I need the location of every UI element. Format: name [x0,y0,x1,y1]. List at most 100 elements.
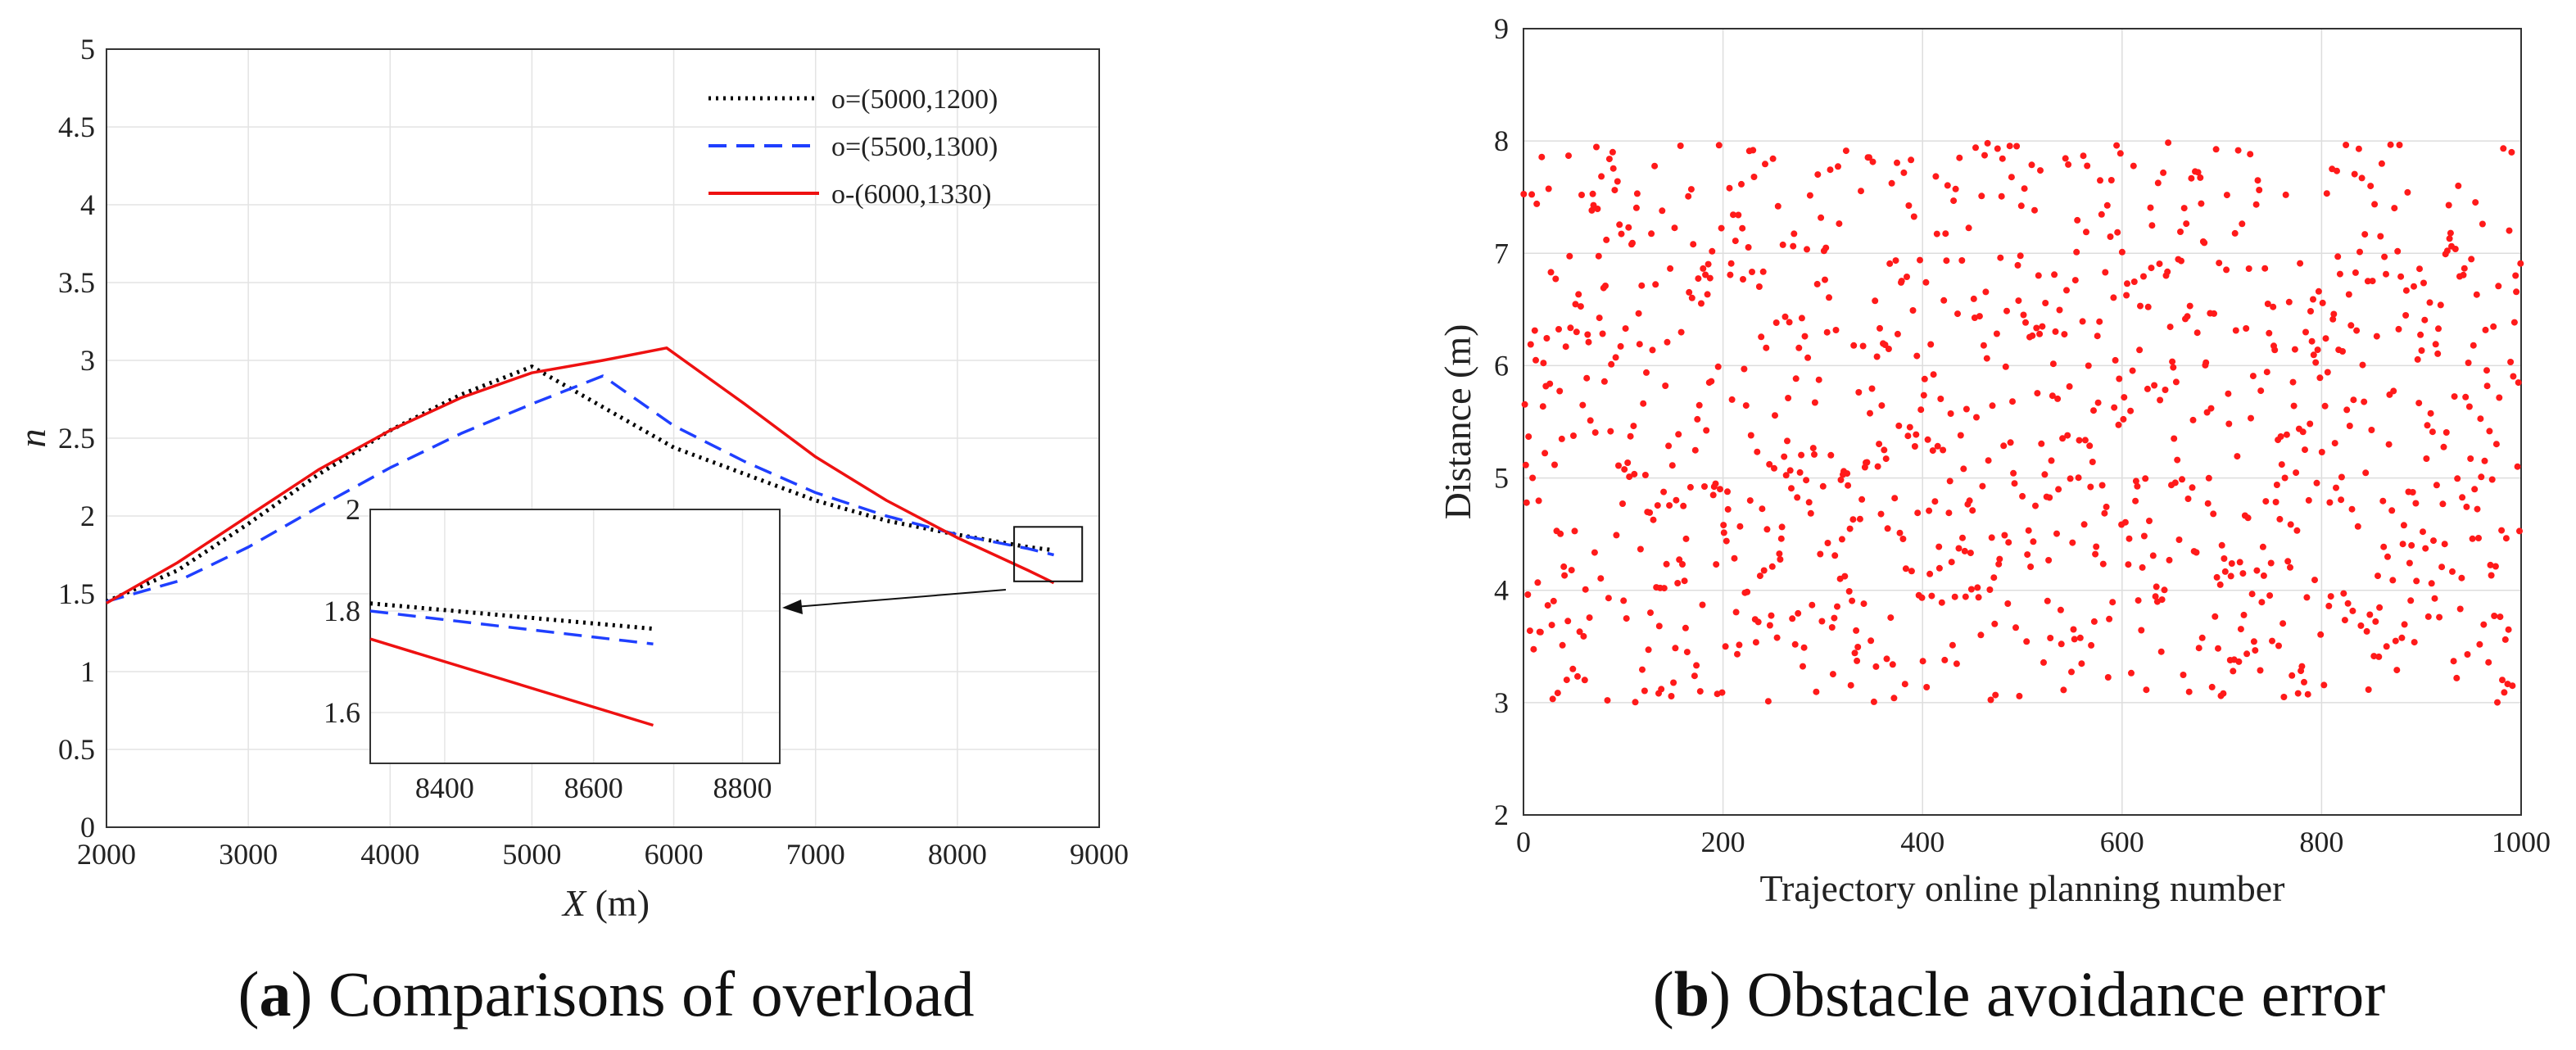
scatter-point [2040,659,2047,666]
scatter-point [1682,535,1690,542]
panel-a-x-axis-unit: (m) [586,882,650,924]
scatter-point [2048,457,2055,464]
scatter-point [2338,496,2345,504]
scatter-point [1926,507,1933,514]
scatter-point [2098,482,2106,489]
scatter-point [1638,282,1646,289]
scatter-point [1958,257,1966,264]
scatter-point [1670,679,1677,686]
scatter-point [2239,220,2246,228]
x-tick-label: 1000 [2492,826,2551,858]
scatter-point [2223,192,2230,199]
y-tick-label: 2.5 [58,422,95,455]
scatter-point [2336,270,2343,278]
x-tick-label: 200 [1701,826,1745,858]
scatter-point [2166,556,2173,563]
panel-b-distance-chart: 0 200 400 600 800 1000 2 3 4 5 6 7 8 9 Trajectory on… [1437,12,2551,909]
caption-b-open-paren: ( [1653,958,1674,1030]
y-tick-label: 7 [1494,237,1509,269]
scatter-point [2291,346,2298,353]
scatter-point [1786,467,1794,474]
scatter-point [2350,396,2357,404]
scatter-point [2303,594,2311,601]
scatter-point [1941,656,1949,663]
scatter-point [2157,396,2164,404]
scatter-point [1627,432,1634,440]
panel-b-y-axis-label: Distance (m) [1437,324,1478,520]
scatter-point [1776,550,1783,558]
scatter-point [2355,145,2362,152]
scatter-point [2428,580,2435,587]
scatter-point [1664,338,1671,346]
scatter-point [1618,230,1625,238]
scatter-point [2501,689,2508,696]
scatter-point [2127,407,2135,414]
scatter-point [2071,277,2079,284]
scatter-point [1735,211,1742,219]
scatter-point [1801,333,1809,340]
y-tick-label: 0 [80,811,95,844]
scatter-point [2358,174,2365,182]
scatter-point [2414,355,2421,363]
scatter-point [2057,606,2064,613]
scatter-point [1933,230,1940,238]
scatter-point [2087,483,2094,491]
scatter-point [2221,568,2229,575]
scatter-point [2472,199,2479,206]
y-tick-label: 4.5 [58,111,95,143]
scatter-point [1596,315,1603,322]
scatter-point [1736,523,1744,530]
scatter-point [1868,385,1876,392]
scatter-point [2111,404,2118,411]
scatter-point [2183,220,2190,228]
scatter-point [2223,266,2230,274]
scatter-point [2157,648,2165,655]
scatter-point [2510,319,2518,326]
scatter-point [2445,201,2452,209]
scatter-point [1649,346,1656,354]
scatter-point [2415,400,2423,407]
scatter-point [2402,312,2410,319]
caption-b-text: Obstacle avoidance error [1731,958,2385,1030]
scatter-point [1763,526,1771,533]
inset-series [369,601,654,727]
scatter-point [1913,352,1921,360]
scatter-point [1742,402,1750,410]
scatter-point [1940,446,1947,454]
y-tick-label: 6 [1494,349,1509,382]
scatter-point [1706,274,1714,282]
scatter-point [2381,253,2388,260]
scatter-point [2383,270,2389,278]
scatter-point [1781,453,1788,460]
scatter-point [1913,431,1920,438]
scatter-point [1595,252,1602,260]
scatter-point [1581,677,1588,684]
scatter-point [2059,435,2067,442]
scatter-point [1705,260,1712,268]
scatter-point [1577,303,1584,310]
scatter-point [2011,480,2018,487]
scatter-point [1777,556,1784,563]
caption-a-text: Comparisons of overload [312,958,974,1030]
y-tick-label: 3 [80,344,95,377]
scatter-point [1738,180,1745,188]
scatter-point [1867,410,1873,417]
scatter-point [2076,634,2084,641]
scatter-point [2411,639,2418,646]
scatter-point [1750,174,1758,180]
scatter-point [2070,626,2077,633]
y-tick-label: 4 [1494,574,1509,607]
scatter-point [2398,634,2406,641]
scatter-point [1896,529,1904,536]
x-tick-label: 800 [2299,826,2343,858]
scatter-point [1677,328,1685,336]
scatter-point [2416,265,2423,273]
scatter-point [2115,421,2122,428]
scatter-point [2054,395,2062,402]
scatter-point [2290,402,2298,410]
scatter-point [2021,185,2028,192]
scatter-point [2037,167,2044,174]
x-tick-label: 2000 [77,838,136,871]
scatter-point [1909,307,1917,314]
scatter-point [1667,265,1674,272]
